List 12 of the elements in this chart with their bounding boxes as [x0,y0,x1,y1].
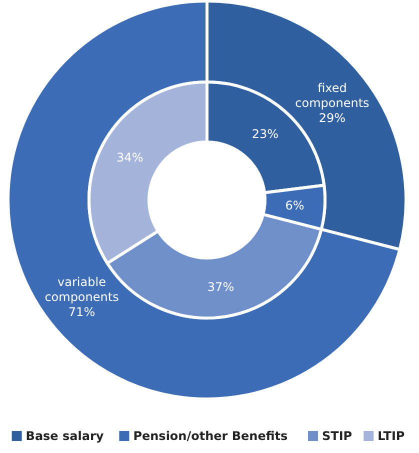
data-label: 6% [285,198,304,213]
slice-label: variable components [44,275,119,304]
legend-label: LTIP [378,429,405,443]
data-label: 23% [252,126,279,141]
data-label: 34% [116,150,144,165]
legend-label: Pension/other Benefits [133,429,288,443]
slice-label: fixed components [295,80,370,110]
data-label: 37% [207,280,234,294]
legend-label: Base salary [26,429,104,443]
data-label: 29% [318,110,346,125]
legend-label: STIP [322,429,352,443]
data-label: 71% [68,305,96,320]
